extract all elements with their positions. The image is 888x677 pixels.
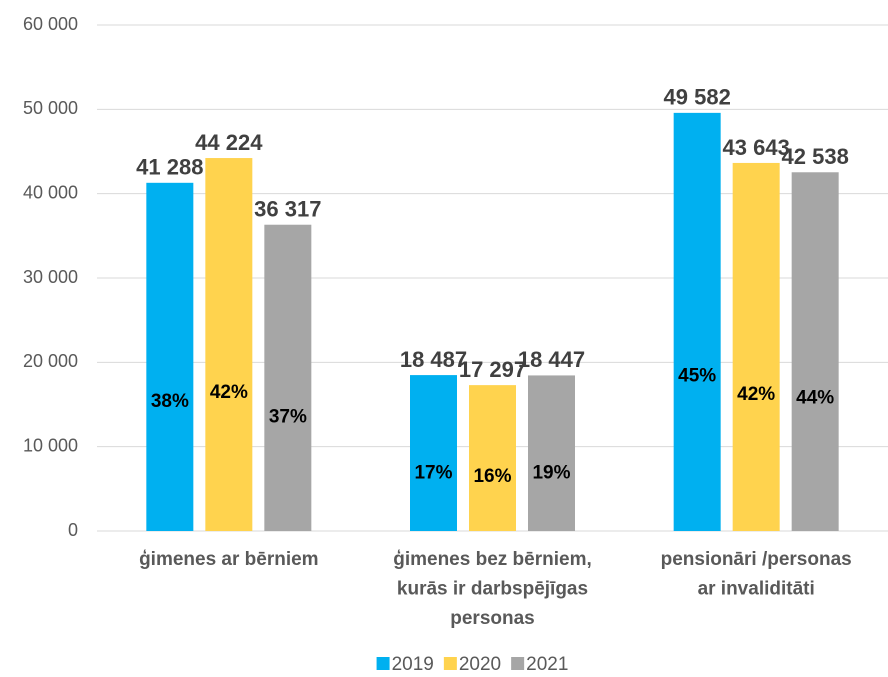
y-tick-label: 10 000 (23, 435, 78, 455)
value-label: 36 317 (254, 197, 321, 222)
value-label: 41 288 (136, 155, 203, 180)
x-tick-label: ģimenes bez bērniem, kurās ir darbspējīga… (393, 549, 592, 629)
y-tick-label: 60 000 (23, 14, 78, 34)
bar (732, 162, 780, 531)
legend-label: 2020 (459, 654, 501, 675)
value-label: 17 297 (459, 357, 526, 382)
share-label: 37% (269, 407, 307, 428)
bar (146, 182, 194, 531)
bar (469, 385, 516, 531)
legend-swatch (511, 657, 525, 670)
share-label: 38% (151, 391, 189, 412)
value-label: 49 582 (664, 85, 731, 110)
value-label: 42 538 (782, 144, 849, 169)
value-label: 44 224 (195, 130, 263, 155)
value-label: 18 447 (518, 347, 585, 372)
y-tick-label: 0 (68, 520, 78, 540)
bar (673, 112, 721, 532)
legend-label: 2019 (392, 654, 434, 675)
value-label: 43 643 (723, 135, 790, 160)
y-tick-label: 40 000 (23, 182, 78, 202)
x-tick-label: ģimenes ar bērniem (139, 549, 319, 570)
bar (205, 158, 253, 532)
bar (791, 172, 839, 531)
share-label: 45% (678, 365, 716, 386)
share-label: 17% (414, 462, 452, 483)
share-label: 19% (532, 462, 570, 483)
x-tick-label: pensionāri /personas ar invaliditāti (661, 549, 852, 600)
y-tick-label: 50 000 (23, 98, 78, 118)
bar (528, 375, 575, 531)
bar (410, 375, 457, 531)
value-label: 18 487 (400, 347, 467, 372)
legend-swatch (376, 657, 390, 670)
y-tick-label: 30 000 (23, 267, 78, 287)
bar (264, 224, 312, 532)
legend-swatch (443, 657, 457, 670)
share-label: 42% (737, 384, 775, 405)
share-label: 42% (210, 382, 248, 403)
share-label: 44% (796, 387, 834, 408)
share-label: 16% (473, 466, 511, 487)
y-tick-label: 20 000 (23, 351, 78, 371)
legend-label: 2021 (526, 654, 568, 675)
